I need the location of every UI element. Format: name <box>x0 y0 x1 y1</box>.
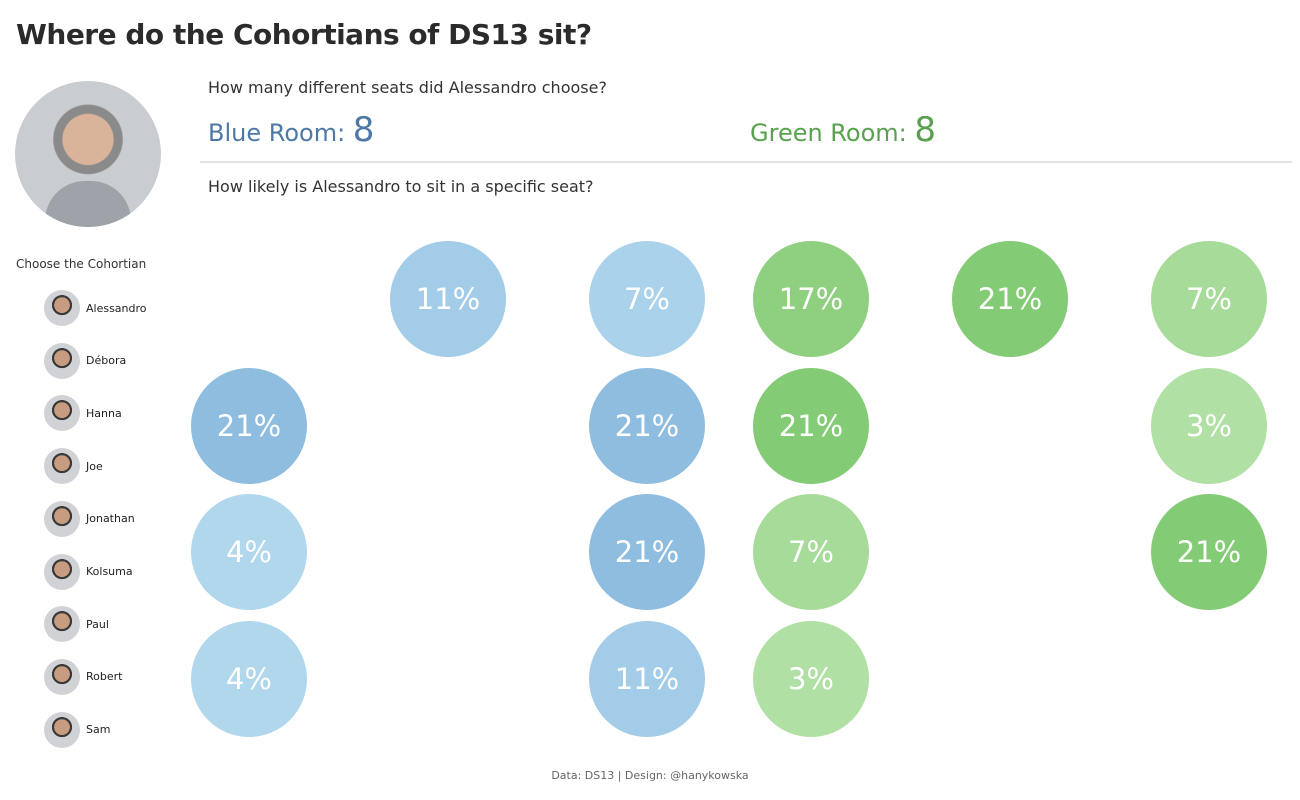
seat-bubble-green[interactable]: 3% <box>1151 368 1267 484</box>
avatar <box>44 711 80 748</box>
seat-pct-label: 3% <box>787 662 834 696</box>
seat-pct-label: 21% <box>977 282 1043 316</box>
filter-label: Choose the Cohortian <box>16 257 147 271</box>
seats-question: How many different seats did Alessandro … <box>208 78 607 97</box>
green-room-label: Green Room: <box>750 119 915 147</box>
seat-pct-label: 17% <box>778 282 844 316</box>
cohortian-name: Paul <box>86 617 109 631</box>
green-room-value: 8 <box>914 110 937 150</box>
seat-bubble-blue[interactable]: 11% <box>390 241 506 357</box>
cohortian-option[interactable]: Jonathan <box>44 500 135 537</box>
blue-room-value: 8 <box>352 110 375 150</box>
seat-bubble-green[interactable]: 7% <box>753 494 869 610</box>
avatar <box>44 606 80 643</box>
avatar <box>44 395 80 432</box>
seat-bubble-blue[interactable]: 21% <box>191 368 307 484</box>
seat-pct-label: 7% <box>787 535 834 569</box>
avatar <box>44 500 80 537</box>
cohortian-name: Jonathan <box>86 512 135 526</box>
seat-pct-label: 4% <box>225 662 272 696</box>
cohortian-option[interactable]: Robert <box>44 658 123 695</box>
seat-bubble-blue[interactable]: 4% <box>191 494 307 610</box>
avatar <box>44 448 80 485</box>
seat-pct-label: 21% <box>614 409 680 443</box>
cohortian-name: Kolsuma <box>86 565 133 578</box>
avatar <box>44 553 80 590</box>
seat-bubble-blue[interactable]: 4% <box>191 621 307 737</box>
seat-bubble-green[interactable]: 17% <box>753 241 869 357</box>
cohortian-name: Joe <box>86 459 103 473</box>
seat-pct-label: 11% <box>614 662 680 696</box>
cohortian-name: Alessandro <box>86 301 147 315</box>
divider <box>200 161 1292 163</box>
seat-pct-label: 4% <box>225 535 272 569</box>
green-room-count: Green Room: 8 <box>750 110 936 150</box>
seat-bubble-blue[interactable]: 7% <box>589 241 705 357</box>
seat-pct-label: 21% <box>778 409 844 443</box>
avatar <box>44 658 80 695</box>
seat-pct-label: 11% <box>415 282 481 316</box>
avatar <box>44 290 80 326</box>
seat-pct-label: 21% <box>1176 535 1242 569</box>
blue-room-count: Blue Room: 8 <box>208 110 374 150</box>
cohortian-option[interactable]: Sam <box>44 711 111 748</box>
seat-bubble-green[interactable]: 21% <box>753 368 869 484</box>
seat-bubble-green[interactable]: 7% <box>1151 241 1267 357</box>
seat-pct-label: 21% <box>216 409 282 443</box>
seat-bubble-green[interactable]: 21% <box>1151 494 1267 610</box>
cohortian-option[interactable]: Débora <box>44 342 127 379</box>
seat-bubble-blue[interactable]: 21% <box>589 494 705 610</box>
seat-bubble-green[interactable]: 3% <box>753 621 869 737</box>
cohortian-name: Robert <box>86 670 123 684</box>
seat-pct-label: 3% <box>1185 409 1232 443</box>
cohortian-option[interactable]: Paul <box>44 606 109 643</box>
footer-credits: Data: DS13 | Design: @hanykowska <box>551 769 749 782</box>
cohortian-name: Débora <box>86 354 127 368</box>
cohortian-option[interactable]: Kolsuma <box>44 553 133 590</box>
seat-bubble-blue[interactable]: 21% <box>589 368 705 484</box>
avatar <box>44 342 80 379</box>
likelihood-question: How likely is Alessandro to sit in a spe… <box>208 177 594 196</box>
seat-pct-label: 21% <box>614 535 680 569</box>
cohortian-option[interactable]: Hanna <box>44 395 122 432</box>
selected-person-photo <box>15 81 161 227</box>
cohortian-option[interactable]: Alessandro <box>44 290 147 326</box>
seat-pct-label: 7% <box>623 282 670 316</box>
cohortian-name: Hanna <box>86 406 122 420</box>
page-title: Where do the Cohortians of DS13 sit? <box>16 18 592 51</box>
seat-pct-label: 7% <box>1185 282 1232 316</box>
cohortian-name: Sam <box>86 723 111 737</box>
seat-bubble-green[interactable]: 21% <box>952 241 1068 357</box>
blue-room-label: Blue Room: <box>208 119 353 147</box>
cohortian-option[interactable]: Joe <box>44 448 103 485</box>
seat-bubble-blue[interactable]: 11% <box>589 621 705 737</box>
